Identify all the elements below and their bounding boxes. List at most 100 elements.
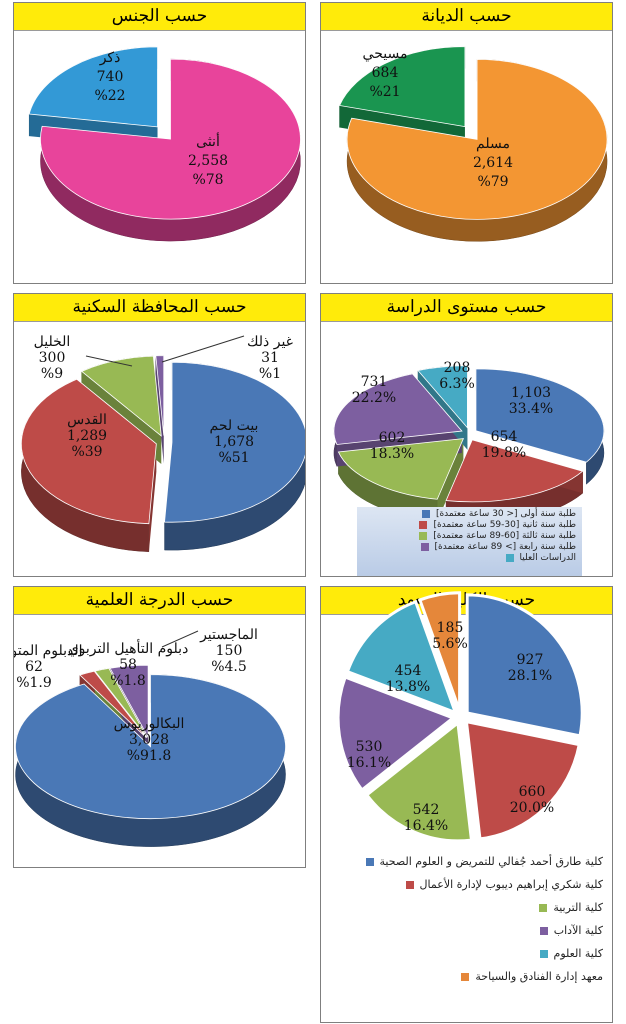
slice-percent: 22.2% <box>352 390 396 406</box>
legend-label: طلبة سنة أولى [< 30 ساعة معتمدة] <box>435 509 576 519</box>
legend-item: طلبة سنة أولى [< 30 ساعة معتمدة] <box>363 509 576 519</box>
slice-value: 1,103 <box>511 385 551 401</box>
slice-percent: 20.0% <box>510 800 554 816</box>
pie-top <box>28 46 301 220</box>
slice-label: مسلم <box>476 136 510 152</box>
slice-percent: 6.3% <box>439 376 475 392</box>
legend-label: كلية الآداب <box>553 924 603 937</box>
slice-value: 731 <box>361 374 388 390</box>
pie-slice-wall <box>437 438 464 522</box>
legend-label: طلبة سنة رابعة [> 89 ساعة معتمدة] <box>434 542 576 552</box>
pie-top <box>15 664 286 820</box>
legend-swatch <box>419 521 428 529</box>
slice-percent: %79 <box>477 174 508 190</box>
panel-religion: حسب الديانة مسلم 2,614 %79 مسيحي 684 %21 <box>320 2 613 284</box>
slice-label: الخليل <box>34 334 71 350</box>
legend-item: كلية شكري إبراهيم ديبوب لإدارة الأعمال <box>335 878 603 891</box>
slice-value: 530 <box>356 739 383 755</box>
pie-slice <box>364 720 474 843</box>
slice-percent: 18.3% <box>370 446 414 462</box>
legend-item: كلية الآداب <box>335 924 603 937</box>
pie-slice <box>337 438 465 500</box>
slice-value: 602 <box>379 430 406 446</box>
pie-slice <box>445 439 584 503</box>
slice-label: الدبلوم المتوسط <box>14 643 83 659</box>
pie-top <box>338 46 608 220</box>
slice-percent: %78 <box>192 172 223 188</box>
legend-swatch <box>419 532 428 540</box>
slice-value: 31 <box>261 350 279 366</box>
slice-label: ذكر <box>99 50 121 66</box>
pie-top <box>333 365 605 503</box>
slice-value: 300 <box>39 350 66 366</box>
legend-item: معهد إدارة الفنادق والسياحة <box>335 970 603 983</box>
leader-line <box>85 355 133 367</box>
legend-swatch <box>539 926 548 935</box>
slice-percent: 28.1% <box>508 668 552 684</box>
slice-label: غير ذلك <box>247 334 293 350</box>
pie-slice <box>345 599 458 716</box>
chart-legend: طلبة سنة أولى [< 30 ساعة معتمدة] طلبة سنة… <box>357 507 582 576</box>
legend-swatch <box>505 554 514 562</box>
legend-item: طلبة سنة ثالثة [60-89 ساعة معتمدة] <box>363 531 576 541</box>
slice-percent: %21 <box>369 84 400 100</box>
slice-percent: 16.4% <box>404 818 448 834</box>
data-labels: مسلم 2,614 %79 مسيحي 684 %21 <box>363 46 514 190</box>
legend-label: طلبة سنة ثانية [30-59 ساعة معتمدة] <box>433 520 576 530</box>
slice-value: 654 <box>491 429 518 445</box>
slice-value: 1,678 <box>214 434 254 450</box>
legend-item: طلبة سنة رابعة [> 89 ساعة معتمدة] <box>363 542 576 552</box>
slice-percent: %4.5 <box>211 659 247 675</box>
pie-slice <box>80 355 162 437</box>
slice-value: 208 <box>444 360 471 376</box>
legend-item: كلية التربية <box>335 901 603 914</box>
leader-line <box>161 335 245 363</box>
slice-value: 3,028 <box>129 732 169 748</box>
pie-chart-religion: مسلم 2,614 %79 مسيحي 684 %21 <box>338 46 608 242</box>
leader-line <box>161 630 199 648</box>
pie-slice <box>338 46 466 128</box>
panel-title: حسب الجنس <box>14 3 305 31</box>
pie-slice <box>475 368 605 463</box>
legend-item: طلبة سنة ثانية [30-59 ساعة معتمدة] <box>363 520 576 530</box>
slice-label: القدس <box>67 412 107 428</box>
panel-level: حسب مستوى الدراسة 1,103 33.4% 654 19.8% 602 1… <box>320 293 613 577</box>
slice-value: 150 <box>216 643 243 659</box>
pie-slice <box>94 667 148 738</box>
pie-slice-wall <box>155 355 164 464</box>
slice-percent: %1 <box>259 366 281 382</box>
pie-slice <box>417 591 462 712</box>
slice-percent: 33.4% <box>509 401 553 417</box>
slice-label: الماجستير <box>199 627 258 643</box>
legend-item: الدراسات العليا <box>363 553 576 563</box>
pie-slice <box>15 674 286 820</box>
pie-slice <box>28 46 158 128</box>
legend-item: كلية طارق أحمد جُفالي للتمريض و العلوم ا… <box>335 855 603 868</box>
legend-swatch <box>365 857 374 866</box>
slice-value: 58 <box>119 657 137 673</box>
slice-value: 185 <box>437 620 464 636</box>
legend-label: طلبة سنة ثالثة [60-89 ساعة معتمدة] <box>433 531 576 541</box>
pie-slice <box>20 378 157 525</box>
pie-slice <box>417 365 468 429</box>
legend-swatch <box>405 880 414 889</box>
legend-swatch <box>539 949 548 958</box>
slice-value: 740 <box>97 69 124 85</box>
slice-percent: %51 <box>218 450 249 466</box>
slice-percent: 19.8% <box>482 445 526 461</box>
legend-label: كلية التربية <box>553 901 603 914</box>
slice-value: 684 <box>372 65 399 81</box>
slice-label: البكالوريوس <box>114 716 185 732</box>
slice-percent: %9 <box>41 366 63 382</box>
legend-label: معهد إدارة الفنادق والسياحة <box>475 970 603 983</box>
pie-slice <box>79 670 147 738</box>
legend-item: كلية العلوم <box>335 947 603 960</box>
pie-slice <box>465 593 584 738</box>
slice-value: 927 <box>517 652 544 668</box>
